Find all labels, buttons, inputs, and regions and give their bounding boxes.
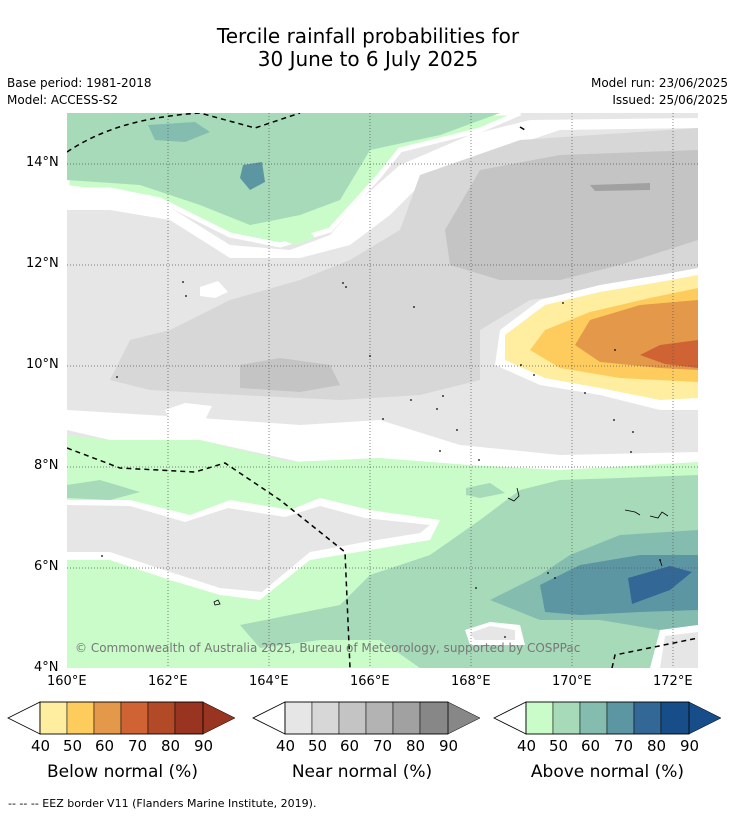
- above-label-40: 40: [517, 737, 537, 755]
- above-label-60: 60: [581, 737, 601, 755]
- near-label-70: 70: [373, 737, 393, 755]
- map-field: [67, 113, 698, 668]
- issued-date: Issued: 25/06/2025: [612, 93, 728, 107]
- colorbar-below-normal: [7, 701, 236, 735]
- near-label-50: 50: [308, 737, 328, 755]
- lat-tick-12n: 12°N: [26, 256, 59, 271]
- copyright-notice: © Commonwealth of Australia 2025, Bureau…: [75, 641, 581, 655]
- lon-tick-170e: 170°E: [552, 674, 592, 689]
- lat-tick-6n: 6°N: [34, 559, 59, 574]
- lon-tick-164e: 164°E: [249, 674, 289, 689]
- lon-tick-166e: 166°E: [350, 674, 390, 689]
- above-label-50: 50: [549, 737, 569, 755]
- below-label-70: 70: [128, 737, 148, 755]
- near-label-80: 80: [406, 737, 426, 755]
- below-label-50: 50: [63, 737, 83, 755]
- below-normal-title: Below normal (%): [47, 762, 198, 782]
- near-label-60: 60: [340, 737, 360, 755]
- lat-tick-8n: 8°N: [34, 458, 59, 473]
- lon-tick-172e: 172°E: [653, 674, 693, 689]
- lon-tick-168e: 168°E: [451, 674, 491, 689]
- below-label-60: 60: [95, 737, 115, 755]
- above-label-80: 80: [647, 737, 667, 755]
- map-title-line-1: Tercile rainfall probabilities for: [216, 24, 520, 48]
- near-label-90: 90: [439, 737, 459, 755]
- above-label-90: 90: [680, 737, 700, 755]
- near-label-40: 40: [276, 737, 296, 755]
- below-label-80: 80: [161, 737, 181, 755]
- below-label-90: 90: [194, 737, 214, 755]
- lat-tick-4n: 4°N: [34, 660, 59, 675]
- model-run: Model run: 23/06/2025: [590, 76, 728, 90]
- eez-footnote: -- -- -- EEZ border V11 (Flanders Marine…: [8, 797, 317, 810]
- base-period: Base period: 1981-2018: [7, 76, 152, 90]
- colorbar-near-normal: [252, 701, 481, 735]
- above-normal-title: Above normal (%): [530, 762, 685, 782]
- lon-tick-160e: 160°E: [47, 674, 87, 689]
- above-label-70: 70: [614, 737, 634, 755]
- below-label-40: 40: [31, 737, 51, 755]
- colorbar-above-normal: [493, 701, 722, 735]
- lat-tick-10n: 10°N: [26, 357, 59, 372]
- map-title-line-2: 30 June to 6 July 2025: [257, 47, 479, 71]
- model-name: Model: ACCESS-S2: [7, 93, 119, 107]
- eez-border: [67, 113, 698, 668]
- lon-tick-162e: 162°E: [148, 674, 188, 689]
- near-normal-title: Near normal (%): [291, 762, 433, 782]
- lat-tick-14n: 14°N: [26, 155, 59, 170]
